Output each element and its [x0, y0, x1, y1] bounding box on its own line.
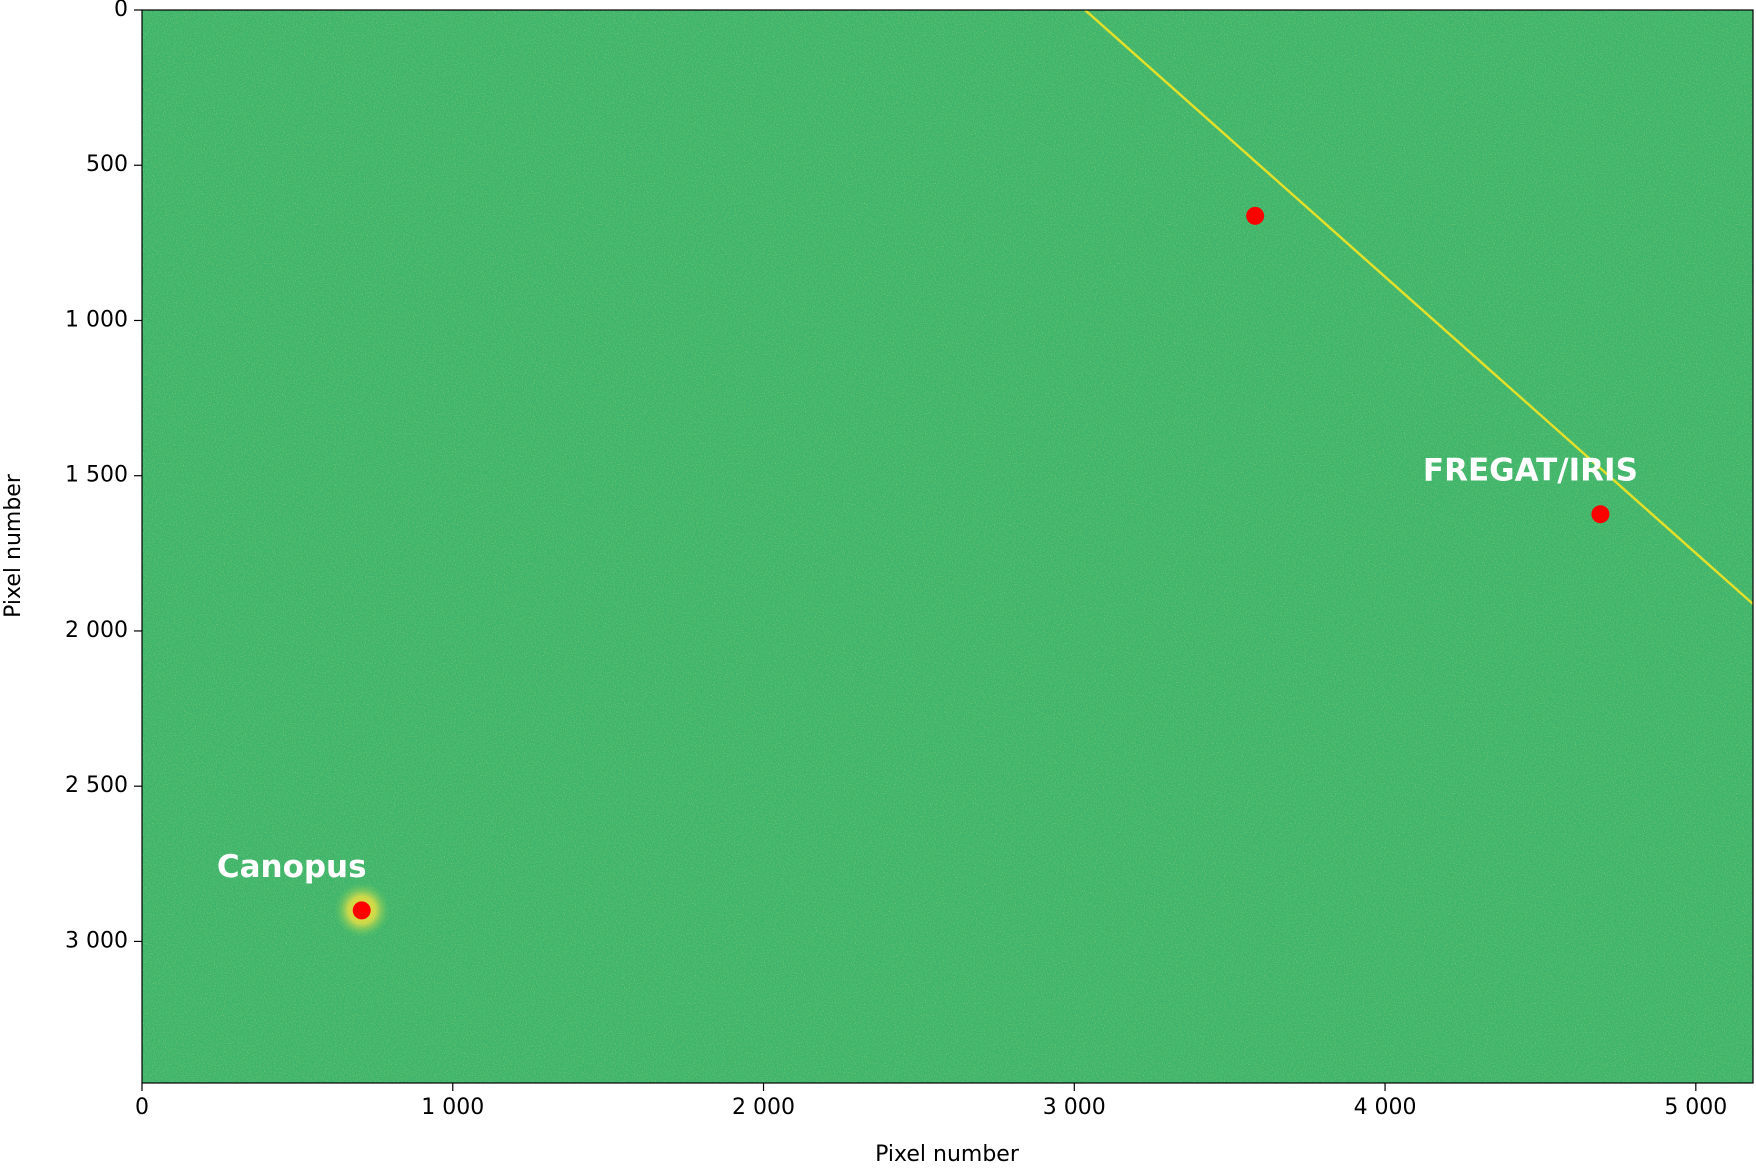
y-tick-label: 2 500: [65, 773, 128, 798]
x-tick-label: 2 000: [732, 1095, 795, 1120]
x-tick-label: 4 000: [1354, 1095, 1417, 1120]
y-tick-label: 0: [114, 0, 128, 22]
y-tick-label: 3 000: [65, 928, 128, 953]
y-axis-label: Pixel number: [1, 473, 26, 618]
point: [352, 901, 371, 920]
point: [1246, 206, 1265, 225]
image-noise: [142, 10, 1753, 1083]
satellite-streak: [1084, 10, 1753, 605]
y-tick-label: 500: [86, 152, 128, 177]
plot-frame: [141, 9, 1754, 1084]
x-tick-label: 1 000: [421, 1095, 484, 1120]
x-tick-label: 0: [135, 1095, 149, 1120]
x-tick-label: 3 000: [1043, 1095, 1106, 1120]
point-label: FREGAT/IRIS: [1423, 453, 1638, 489]
y-tick-label: 2 000: [65, 618, 128, 643]
x-tick-label: 5 000: [1664, 1095, 1727, 1120]
y-tick-label: 1 000: [65, 307, 128, 332]
x-axis-label: Pixel number: [875, 1142, 1020, 1167]
point: [1591, 505, 1610, 524]
y-tick-label: 1 500: [65, 463, 128, 488]
point-label: Canopus: [217, 849, 367, 885]
image: [142, 10, 1753, 1083]
